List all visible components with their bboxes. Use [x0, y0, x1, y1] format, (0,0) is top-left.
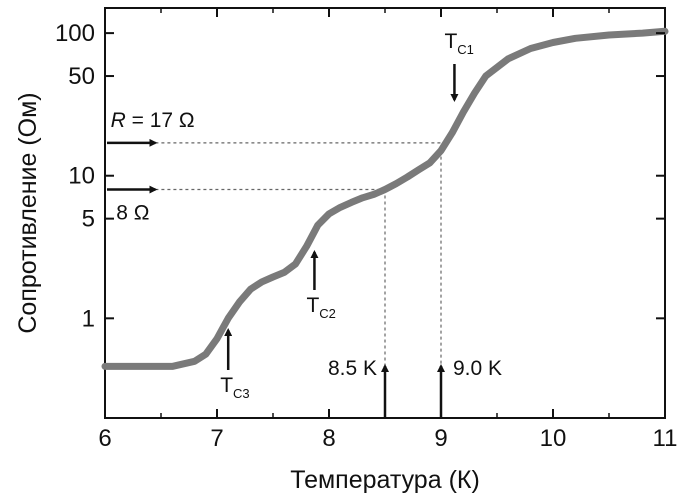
data-series [101, 27, 669, 370]
y-tick-label: 100 [55, 20, 95, 47]
data-point [528, 46, 534, 51]
y-tick-label: 5 [82, 206, 95, 233]
data-point [550, 40, 556, 45]
data-point [438, 148, 444, 154]
data-point [348, 199, 354, 205]
data-point [220, 325, 226, 331]
data-point [326, 211, 332, 217]
data-point [360, 195, 366, 201]
data-point [259, 279, 265, 285]
data-point [449, 130, 455, 136]
x-tick-label: 6 [98, 425, 111, 452]
data-point [169, 363, 175, 369]
tc3-label-sub: C3 [233, 386, 250, 401]
r17-value: = 17 Ω [126, 109, 195, 132]
data-point [382, 187, 388, 192]
data-point [270, 274, 276, 280]
x-tick-label: 11 [653, 425, 678, 452]
tc3-label: TC3 [220, 374, 249, 401]
reference-lines [155, 142, 446, 418]
x-tick-label: 7 [210, 425, 223, 452]
plot-frame [104, 7, 666, 419]
tc1-label-sub: C1 [457, 42, 474, 57]
tc2-label: TC2 [306, 294, 335, 321]
data-point [315, 222, 321, 228]
data-point [147, 363, 153, 369]
x-tick-label: 10 [540, 425, 567, 452]
k85-label: 8.5 K [328, 357, 377, 380]
data-point [281, 269, 287, 275]
data-point [460, 109, 466, 115]
tc2-label-sub: C2 [319, 306, 336, 321]
data-point [404, 174, 410, 180]
data-point [472, 90, 478, 96]
data-point [505, 56, 511, 62]
x-tick-label: 9 [434, 425, 447, 452]
r8-label: 8 Ω [116, 202, 149, 225]
data-point [337, 204, 343, 210]
tc2-label-main: T [306, 294, 319, 317]
data-point [427, 160, 433, 166]
data-point [292, 261, 298, 267]
data-point [606, 32, 612, 38]
y-tick-label: 1 [82, 305, 95, 332]
tc3-label-main: T [220, 374, 233, 397]
data-point [483, 73, 489, 79]
data-point [304, 243, 310, 249]
data-point [192, 358, 198, 364]
data-point [214, 336, 220, 342]
y-tick-label: 10 [68, 163, 95, 190]
r17-symbol: R [111, 109, 126, 132]
tc1-label: TC1 [444, 30, 473, 57]
x-axis-title: Температура (К) [290, 466, 480, 494]
data-point [416, 167, 422, 173]
data-point [225, 315, 231, 321]
data-point [203, 351, 209, 357]
x-tick-label: 8 [322, 425, 335, 452]
y-axis-title: Сопротивление (Ом) [14, 92, 42, 333]
data-point [236, 299, 242, 305]
data-point [572, 35, 578, 41]
data-point [640, 30, 646, 36]
data-point [371, 191, 377, 197]
data-point [393, 181, 399, 187]
k90-label: 9.0 K [453, 357, 502, 380]
y-tick-label: 50 [68, 63, 95, 90]
data-point [124, 363, 130, 369]
data-point [102, 363, 108, 369]
r17-label: R = 17 Ω [111, 109, 195, 132]
data-point [248, 286, 254, 292]
tc1-label-main: T [444, 30, 457, 53]
